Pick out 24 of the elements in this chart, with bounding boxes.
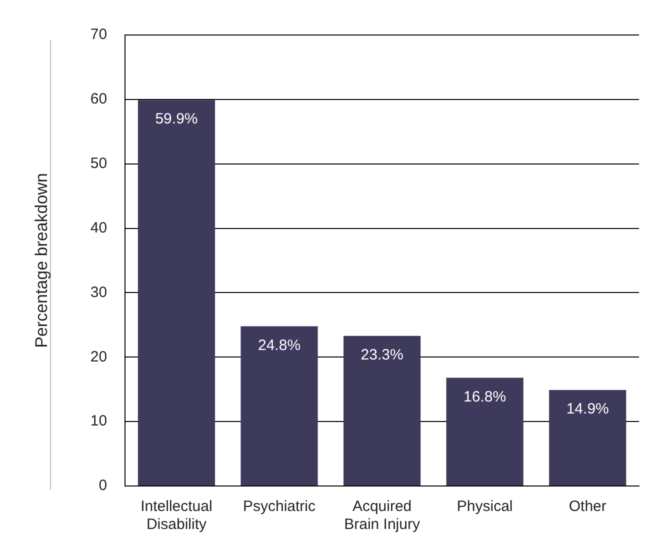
data-label: 24.8% [258,336,301,354]
y-tick-label: 10 [90,412,108,430]
y-tick-label: 30 [90,284,108,301]
bar [240,326,318,486]
bar [549,390,626,486]
bar [446,378,524,486]
data-label: 23.3% [360,346,404,364]
y-tick-label: 0 [98,477,108,494]
data-label: 16.8% [464,388,506,406]
y-tick-label: 70 [90,26,108,44]
x-tick-label: Intellectual Disability [140,498,212,534]
x-tick-label: Psychiatric [242,498,316,516]
bar [344,336,421,486]
y-tick-label: 60 [90,90,108,108]
y-axis-title: Percentage breakdown [32,173,51,348]
x-tick-label: Physical [456,498,513,516]
x-tick-label: Acquired Brain Injury [344,498,420,534]
x-tick-label: Other [568,498,606,516]
data-label: 14.9% [566,400,609,418]
y-tick-label: 20 [90,348,108,366]
y-tick-label: 50 [90,155,108,172]
bar [138,100,216,486]
data-label: 59.9% [155,110,198,128]
y-tick-label: 40 [90,219,108,236]
